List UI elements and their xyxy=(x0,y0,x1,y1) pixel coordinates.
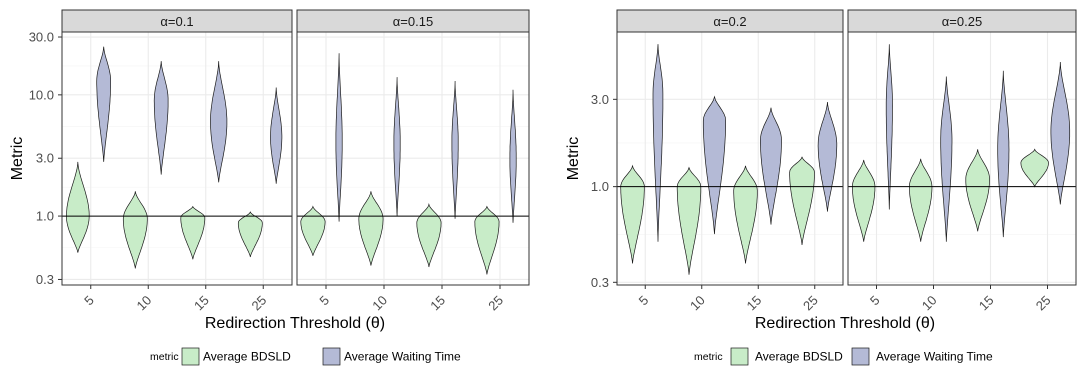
violin-waiting-15 xyxy=(760,107,782,225)
panel-border xyxy=(847,31,1077,286)
violin-bdsld-5 xyxy=(300,205,326,256)
y-tick-label: 10.0 xyxy=(29,87,54,102)
x-axis-title: Redirection Threshold (θ) xyxy=(755,315,935,332)
violin-waiting-10 xyxy=(702,95,726,235)
x-tick-label: 10 xyxy=(369,293,390,314)
y-tick-label: 1.0 xyxy=(591,179,609,194)
panel-border xyxy=(616,31,844,286)
y-axis-title: Metric xyxy=(9,137,26,181)
facet-strip-label: α=0.25 xyxy=(942,14,982,29)
x-tick-label: 15 xyxy=(744,293,765,314)
violin-bdsld-15 xyxy=(965,149,990,232)
y-tick-label: 3.0 xyxy=(591,92,609,107)
violin-waiting-15 xyxy=(451,80,459,219)
legend-swatch-bdsld xyxy=(730,347,749,366)
y-tick-label: 0.3 xyxy=(36,272,54,287)
violin-waiting-25 xyxy=(270,87,283,184)
panel-background xyxy=(617,32,843,285)
legend-title: metric xyxy=(694,351,723,363)
legend-title: metric xyxy=(150,351,179,363)
facet-panel-3: α=0.2 5 10 15 25 xyxy=(616,9,844,314)
x-tick-label: 15 xyxy=(976,293,997,314)
legend-swatch-waiting-time xyxy=(322,347,341,366)
violin-bdsld-10 xyxy=(676,166,702,275)
violin-bdsld-25 xyxy=(474,205,500,275)
violin-waiting-5 xyxy=(652,44,664,242)
violin-bdsld-5 xyxy=(66,161,90,253)
legend: metric Average BDSLD Average Waiting Time xyxy=(150,347,461,366)
legend-label-waiting-time: Average Waiting Time xyxy=(344,350,461,364)
legend-swatch-bdsld xyxy=(181,347,200,366)
violin-waiting-5 xyxy=(335,53,343,222)
violin-bdsld-10 xyxy=(122,191,148,269)
violin-waiting-5 xyxy=(96,46,111,162)
y-tick-label: 30.0 xyxy=(29,30,54,45)
panel-border xyxy=(296,31,530,286)
legend: metric Average BDSLD Average Waiting Time xyxy=(694,347,993,366)
violin-waiting-25 xyxy=(817,101,838,212)
x-tick-label: 25 xyxy=(249,293,270,314)
y-axis-title: Metric xyxy=(565,137,582,181)
facet-strip-label: α=0.15 xyxy=(393,14,433,29)
violin-waiting-10 xyxy=(940,76,953,242)
violin-bdsld-15 xyxy=(733,165,758,264)
legend-label-bdsld: Average BDSLD xyxy=(203,350,291,364)
x-tick-label: 5 xyxy=(316,293,332,309)
violin-waiting-15 xyxy=(997,70,1010,238)
x-tick-label: 5 xyxy=(867,293,883,309)
violin-bdsld-15 xyxy=(180,205,206,260)
legend-label-waiting-time: Average Waiting Time xyxy=(876,350,993,364)
x-tick-label: 15 xyxy=(427,293,448,314)
facet-strip-label: α=0.2 xyxy=(713,14,746,29)
violin-waiting-5 xyxy=(885,44,893,210)
x-tick-label: 10 xyxy=(687,293,708,314)
violin-bdsld-5 xyxy=(852,159,876,242)
violin-bdsld-25 xyxy=(237,211,263,258)
violin-waiting-10 xyxy=(153,61,169,175)
violin-bdsld-5 xyxy=(620,164,645,264)
y-tick-label: 1.0 xyxy=(36,209,54,224)
x-tick-label: 15 xyxy=(191,293,212,314)
x-tick-label: 25 xyxy=(800,293,821,314)
x-tick-label: 25 xyxy=(1033,293,1054,314)
x-tick-label: 25 xyxy=(485,293,506,314)
x-tick-label: 5 xyxy=(81,293,97,309)
legend-swatch-waiting-time xyxy=(851,347,870,366)
facet-panel-2: α=0.15 5 10 15 25 xyxy=(296,9,530,314)
x-axis-title: Redirection Threshold (θ) xyxy=(205,315,385,332)
violin-waiting-15 xyxy=(210,61,228,183)
facet-strip-label: α=0.1 xyxy=(160,14,193,29)
violin-waiting-25 xyxy=(1050,61,1071,205)
x-tick-label: 10 xyxy=(134,293,155,314)
y-tick-label: 0.3 xyxy=(591,275,609,290)
facet-panel-4: α=0.25 5 10 15 25 xyxy=(847,9,1077,314)
violin-waiting-25 xyxy=(509,89,517,223)
y-tick-label: 3.0 xyxy=(36,151,54,166)
x-tick-label: 5 xyxy=(636,293,652,309)
violin-bdsld-15 xyxy=(416,203,442,268)
facet-panel-1: α=0.1 5 10 15 25 xyxy=(61,9,293,314)
panel-border xyxy=(61,31,293,286)
legend-label-bdsld: Average BDSLD xyxy=(755,350,843,364)
x-tick-label: 10 xyxy=(919,293,940,314)
